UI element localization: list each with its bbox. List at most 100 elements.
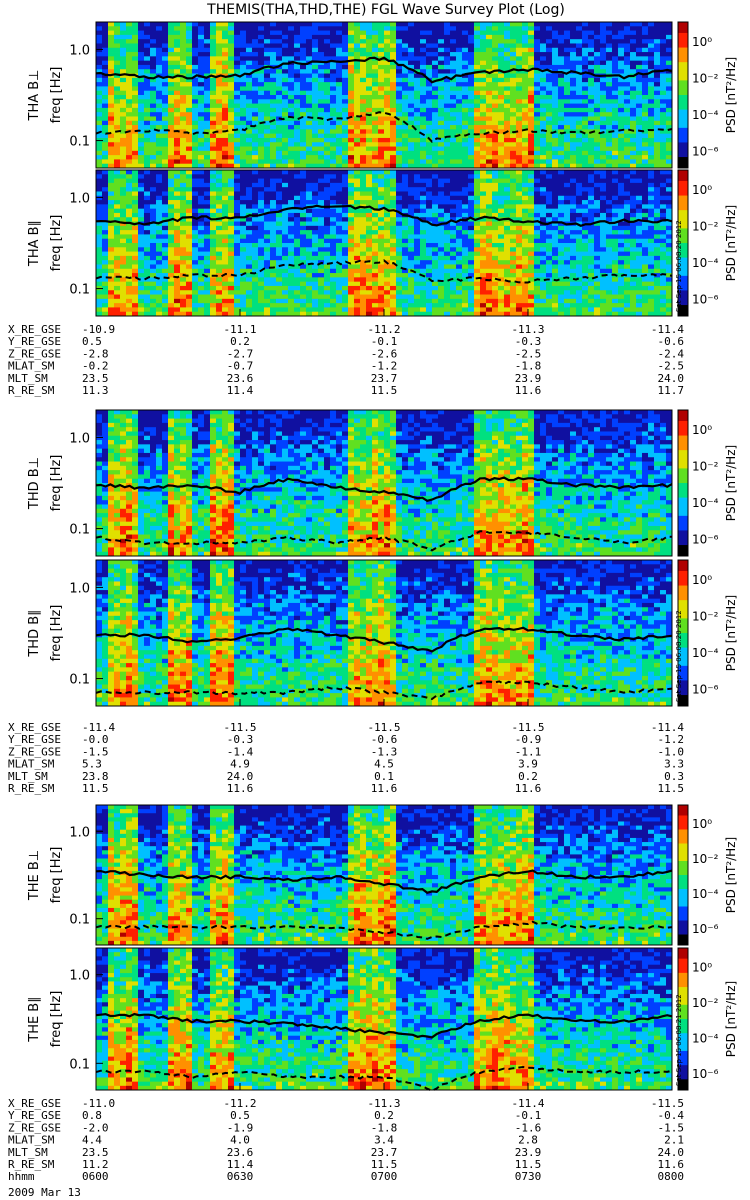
spectrogram-cell [360, 65, 366, 70]
spectrogram-cell [312, 108, 318, 113]
spectrogram-cell [216, 65, 222, 70]
spectrogram-cell [300, 31, 306, 36]
spectrogram-cell [144, 22, 150, 27]
spectrogram-cell [102, 52, 108, 57]
spectrogram-cell [270, 26, 276, 31]
spectrogram-cell [252, 26, 258, 31]
spectrogram-cell [258, 104, 264, 109]
spectrogram-cell [354, 48, 360, 53]
spectrogram-cell [270, 91, 276, 96]
spectrogram-cell [246, 121, 252, 126]
spectrogram-cell [390, 142, 396, 147]
spectrogram-cell [282, 43, 288, 48]
spectrogram-cell [102, 65, 108, 70]
spectrogram-cell [192, 22, 198, 27]
spectrogram-cell [366, 43, 372, 48]
spectrogram-cell [186, 142, 192, 147]
spectrogram-cell [96, 147, 102, 152]
spectrogram-cell [252, 82, 258, 87]
spectrogram-cell [246, 108, 252, 113]
spectrogram-cell [216, 147, 222, 152]
spectrogram-cell [126, 22, 132, 27]
spectrogram-cell [102, 43, 108, 48]
spectrogram-cell [234, 39, 240, 44]
spectrogram-cell [336, 22, 342, 27]
spectrogram-cell [306, 82, 312, 87]
spectrogram-cell [384, 151, 390, 156]
spectrogram-cell [210, 52, 216, 57]
spectrogram-cell [282, 35, 288, 40]
spectrogram-cell [306, 108, 312, 113]
spectrogram-cell [180, 151, 186, 156]
spectrogram-cell [168, 104, 174, 109]
spectrogram-cell [228, 61, 234, 66]
spectrogram-cell [228, 78, 234, 83]
spectrogram-cell [312, 142, 318, 147]
spectrogram-cell [354, 155, 360, 160]
spectrogram-cell [216, 151, 222, 156]
spectrogram-cell [318, 129, 324, 134]
spectrogram-cell [198, 26, 204, 31]
spectrogram-cell [360, 31, 366, 36]
spectrogram-cell [312, 99, 318, 104]
spectrogram-cell [192, 52, 198, 57]
spectrogram-cell [288, 151, 294, 156]
spectrogram-cell [330, 142, 336, 147]
spectrogram-cell [138, 95, 144, 100]
spectrogram-cell [126, 35, 132, 40]
spectrogram-cell [132, 43, 138, 48]
spectrogram-cell [210, 22, 216, 27]
spectrogram-cell [204, 61, 210, 66]
spectrogram-cell [318, 35, 324, 40]
spectrogram-cell [264, 129, 270, 134]
spectrogram-cell [312, 65, 318, 70]
spectrogram-cell [144, 43, 150, 48]
spectrogram-cell [360, 91, 366, 96]
spectrogram-cell [186, 155, 192, 160]
spectrogram-cell [318, 74, 324, 79]
spectrogram-cell [198, 56, 204, 61]
spectrogram-cell [174, 82, 180, 87]
spectrogram-cell [342, 82, 348, 87]
spectrogram-cell [312, 86, 318, 91]
spectrogram-cell [348, 125, 354, 130]
spectrogram-cell [246, 82, 252, 87]
spectrogram-cell [372, 31, 378, 36]
spectrogram-cell [204, 48, 210, 53]
spectrogram-cell [222, 48, 228, 53]
spectrogram-cell [390, 151, 396, 156]
spectrogram-cell [366, 65, 372, 70]
spectrogram-cell [204, 31, 210, 36]
spectrogram-cell [204, 142, 210, 147]
spectrogram-cell [360, 104, 366, 109]
spectrogram-cell [312, 48, 318, 53]
spectrogram-cell [144, 69, 150, 74]
spectrogram-cell [306, 151, 312, 156]
spectrogram-cell [390, 125, 396, 130]
spectrogram-cell [378, 121, 384, 126]
spectrogram-cell [348, 99, 354, 104]
spectrogram-cell [324, 95, 330, 100]
spectrogram-cell [138, 82, 144, 87]
spectrogram-cell [222, 91, 228, 96]
spectrogram-cell [318, 108, 324, 113]
spectrogram-cell [132, 147, 138, 152]
spectrogram-cell [252, 65, 258, 70]
spectrogram-cell [96, 155, 102, 160]
spectrogram-cell [252, 39, 258, 44]
spectrogram-cell [240, 138, 246, 143]
spectrogram-cell [114, 116, 120, 121]
spectrogram-cell [336, 138, 342, 143]
spectrogram-cell [234, 91, 240, 96]
spectrogram-cell [264, 26, 270, 31]
spectrogram-cell [348, 142, 354, 147]
spectrogram-cell [234, 147, 240, 152]
spectrogram-cell [288, 121, 294, 126]
spectrogram-cell [258, 151, 264, 156]
spectrogram-cell [186, 31, 192, 36]
spectrogram-cell [336, 91, 342, 96]
spectrogram-cell [96, 86, 102, 91]
spectrogram-cell [348, 159, 354, 164]
spectrogram-cell [330, 129, 336, 134]
spectrogram-cell [144, 48, 150, 53]
